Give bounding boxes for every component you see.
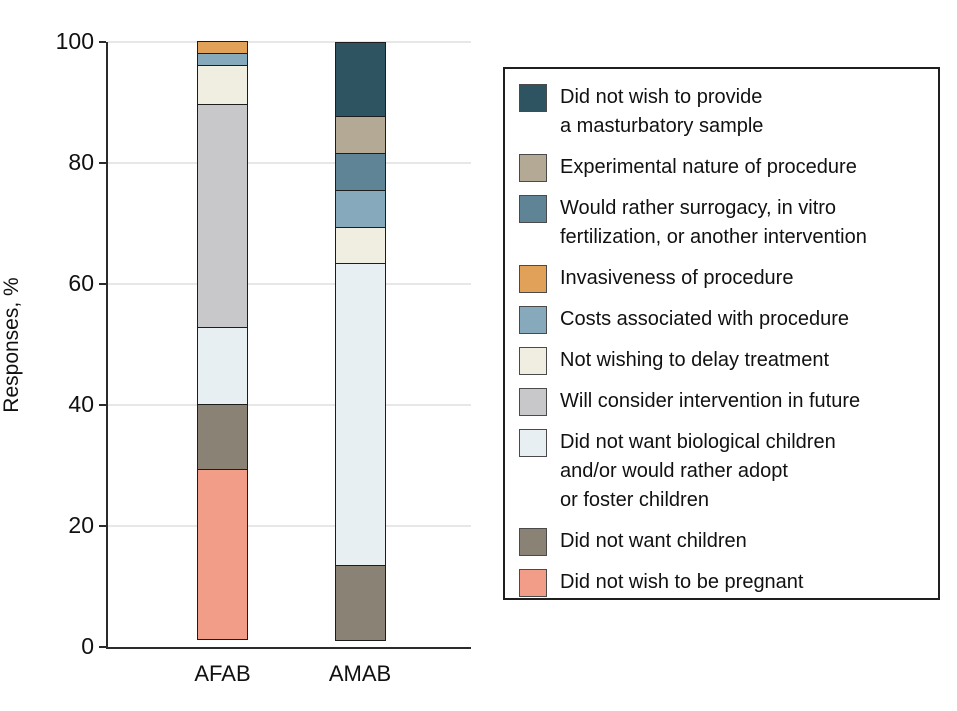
legend-item-delay: Not wishing to delay treatment <box>519 346 928 375</box>
bar-segment-amab-surrogacy <box>334 152 386 191</box>
y-tick-40 <box>99 403 106 406</box>
y-tick-label-40: 40 <box>68 391 94 417</box>
bar-segment-amab-costs <box>334 189 386 228</box>
legend-item-future: Will consider intervention in future <box>519 387 928 416</box>
bar-segment-amab-experimental <box>334 116 386 154</box>
legend-item-children: Did not want children <box>519 527 928 556</box>
legend-label-biological: Did not want biological children and/or … <box>560 431 836 511</box>
legend-label-experimental: Experimental nature of procedure <box>560 156 857 178</box>
y-tick-100 <box>99 40 106 43</box>
y-tick-label-20: 20 <box>68 512 94 538</box>
bar-segment-afab-invasiveness <box>197 40 248 55</box>
legend-label-surrogacy: Would rather surrogacy, in vitro fertili… <box>560 197 867 248</box>
legend-swatch-pregnant <box>519 569 547 597</box>
legend-label-delay: Not wishing to delay treatment <box>560 349 830 371</box>
legend-item-invasiveness: Invasiveness of procedure <box>519 264 928 293</box>
y-tick-label-60: 60 <box>68 270 94 296</box>
bar-segment-afab-future <box>197 103 248 328</box>
legend-label-pregnant: Did not wish to be pregnant <box>560 571 804 593</box>
y-tick-20 <box>99 524 106 527</box>
legend-swatch-biological <box>519 429 547 457</box>
legend-swatch-costs <box>519 306 547 334</box>
y-tick-label-80: 80 <box>68 149 94 175</box>
gridline-100 <box>108 40 471 43</box>
bar-segment-afab-biological <box>197 326 248 406</box>
bar-segment-afab-pregnant <box>197 469 248 641</box>
legend-box: Did not wish to provide a masturbatory s… <box>503 67 940 600</box>
legend-label-masturbatory: Did not wish to provide a masturbatory s… <box>560 86 764 137</box>
legend-swatch-experimental <box>519 154 547 182</box>
bar-segment-afab-delay <box>197 65 248 105</box>
y-axis-title: Responses, % <box>0 277 23 413</box>
bar-segment-afab-children <box>197 404 248 471</box>
legend-swatch-masturbatory <box>519 84 547 112</box>
legend-item-masturbatory: Did not wish to provide a masturbatory s… <box>519 83 928 141</box>
y-tick-80 <box>99 161 106 164</box>
bar-afab <box>197 40 248 647</box>
x-label-amab: AMAB <box>328 660 392 686</box>
gridline-20 <box>108 524 471 527</box>
legend-item-pregnant: Did not wish to be pregnant <box>519 568 928 597</box>
y-tick-label-100: 100 <box>55 28 94 54</box>
gridline-80 <box>108 161 471 164</box>
gridline-60 <box>108 282 471 285</box>
bar-amab <box>334 41 386 647</box>
y-tick-0 <box>99 645 106 648</box>
y-tick-60 <box>99 282 106 285</box>
legend-swatch-future <box>519 388 547 416</box>
x-label-afab: AFAB <box>194 660 251 686</box>
bar-segment-amab-masturbatory <box>334 41 386 118</box>
bar-segment-amab-children <box>334 564 386 641</box>
legend-label-costs: Costs associated with procedure <box>560 308 850 330</box>
legend-item-surrogacy: Would rather surrogacy, in vitro fertili… <box>519 194 928 252</box>
legend-swatch-surrogacy <box>519 195 547 223</box>
bar-segment-amab-biological <box>334 263 386 566</box>
bar-segment-amab-delay <box>334 226 386 265</box>
legend-swatch-children <box>519 528 547 556</box>
x-axis-line <box>106 646 471 649</box>
legend-swatch-delay <box>519 347 547 375</box>
bar-segment-afab-costs <box>197 53 248 67</box>
legend-swatch-invasiveness <box>519 265 547 293</box>
gridline-40 <box>108 403 471 406</box>
legend-item-biological: Did not want biological children and/or … <box>519 428 928 515</box>
legend-label-invasiveness: Invasiveness of procedure <box>560 267 794 289</box>
legend-item-experimental: Experimental nature of procedure <box>519 153 928 182</box>
legend-item-costs: Costs associated with procedure <box>519 305 928 334</box>
y-axis-line <box>106 41 108 649</box>
legend-label-children: Did not want children <box>560 530 747 552</box>
legend-label-future: Will consider intervention in future <box>560 390 861 412</box>
y-tick-label-0: 0 <box>81 633 94 659</box>
